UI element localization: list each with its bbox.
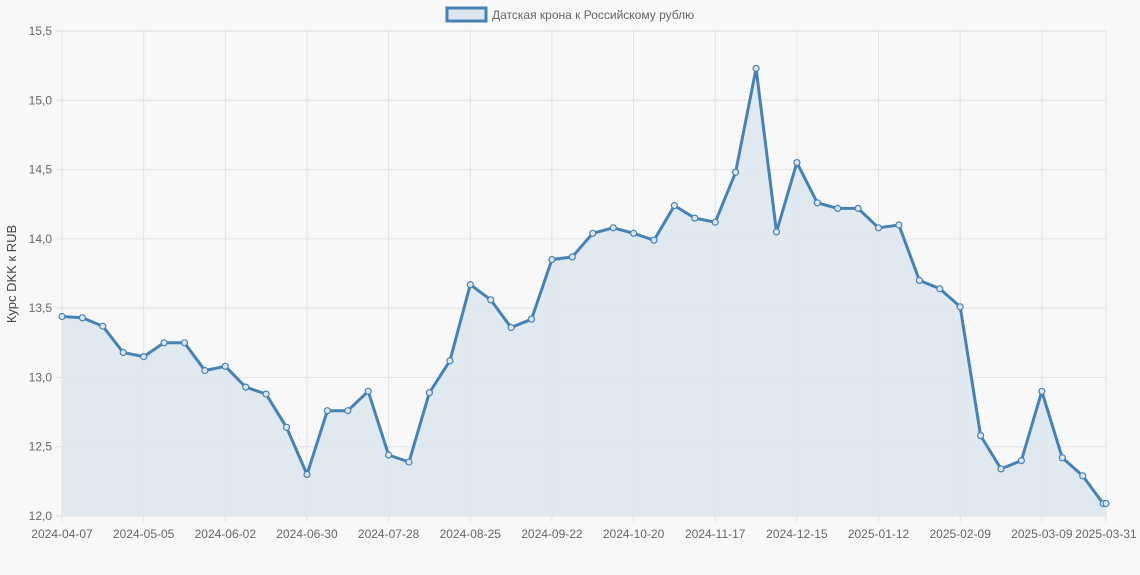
y-tick-label: 13,5 [29,301,53,315]
data-point[interactable] [629,229,638,237]
y-axis: 12,0 12,5 13,0 13,5 14,0 14,5 15,0 15,5 [29,24,53,523]
data-point[interactable] [99,322,107,330]
data-point[interactable] [813,199,821,207]
data-point[interactable] [385,451,393,459]
data-point[interactable] [160,339,168,347]
data-point[interactable] [201,366,209,375]
data-point[interactable] [344,407,352,415]
plot-area [58,64,1110,517]
data-point[interactable] [997,465,1005,473]
data-point[interactable] [691,214,699,222]
data-point[interactable] [282,423,291,431]
data-point[interactable] [507,323,515,332]
x-axis: 2024-04-07 2024-05-05 2024-06-02 2024-06-30… [31,527,1137,541]
series-area [62,68,1106,517]
data-point[interactable] [670,202,679,210]
data-point[interactable] [221,362,229,370]
data-point[interactable] [874,224,883,232]
legend[interactable]: Датская крона к Российскому рублю [445,6,694,23]
x-tick-label: 2024-12-15 [766,527,828,541]
x-tick-label: 2024-04-07 [31,527,93,541]
y-tick-label: 14,0 [29,232,53,246]
data-point[interactable] [793,159,801,167]
y-tick-label: 12,5 [29,440,53,454]
data-point[interactable] [323,407,331,415]
data-point[interactable] [180,339,189,347]
data-point[interactable] [262,390,270,398]
x-tick-label: 2025-01-12 [848,527,910,541]
data-point[interactable] [895,221,903,229]
x-tick-label: 2024-07-28 [358,527,420,541]
data-point[interactable] [650,236,658,244]
data-point[interactable] [527,315,536,323]
data-point[interactable] [405,458,413,466]
data-point[interactable] [446,357,454,365]
x-tick-label: 2024-08-25 [440,527,502,541]
data-point[interactable] [78,314,87,322]
data-point[interactable] [1079,472,1087,480]
data-point[interactable] [976,432,985,440]
y-tick-label: 15,5 [29,24,53,38]
data-point[interactable] [487,296,495,304]
data-point[interactable] [609,224,617,232]
y-axis-title: Курс DKK к RUB [4,225,19,323]
data-point[interactable] [119,348,127,357]
data-point[interactable] [956,303,964,311]
data-point[interactable] [1102,499,1110,508]
legend-swatch [445,6,488,23]
x-tick-label: 2025-02-09 [929,527,991,541]
data-point[interactable] [589,229,597,237]
x-tick-label: 2025-03-09 [1011,527,1073,541]
data-point[interactable] [548,256,556,264]
data-point[interactable] [936,285,944,293]
x-tick-label: 2024-11-17 [685,527,746,541]
data-point[interactable] [711,218,719,226]
data-point[interactable] [364,387,372,395]
data-point[interactable] [242,383,250,391]
x-tick-label: 2025-03-31 [1075,527,1137,541]
x-tick-label: 2024-10-20 [603,527,665,541]
x-tick-label: 2024-06-02 [195,527,257,541]
x-tick-label: 2024-05-05 [113,527,175,541]
data-point[interactable] [568,253,576,261]
y-tick-label: 13,0 [29,370,53,384]
data-point[interactable] [731,168,740,176]
data-point[interactable] [772,228,781,236]
data-point[interactable] [1017,457,1026,465]
data-point[interactable] [915,276,924,284]
data-point[interactable] [854,204,862,212]
y-tick-label: 14,5 [29,163,53,177]
y-tick-label: 12,0 [29,509,53,523]
y-tick-label: 15,0 [29,93,53,107]
data-point[interactable] [1038,387,1046,395]
legend-label: Датская крона к Российскому рублю [492,8,694,22]
data-point[interactable] [425,389,433,397]
data-point[interactable] [1058,454,1066,462]
data-point[interactable] [466,281,474,289]
data-point[interactable] [140,353,148,361]
data-point[interactable] [58,312,66,321]
x-tick-label: 2024-09-22 [521,527,583,541]
x-tick-label: 2024-06-30 [276,527,338,541]
data-point[interactable] [834,204,842,212]
data-point[interactable] [752,64,760,73]
data-point[interactable] [303,470,311,478]
